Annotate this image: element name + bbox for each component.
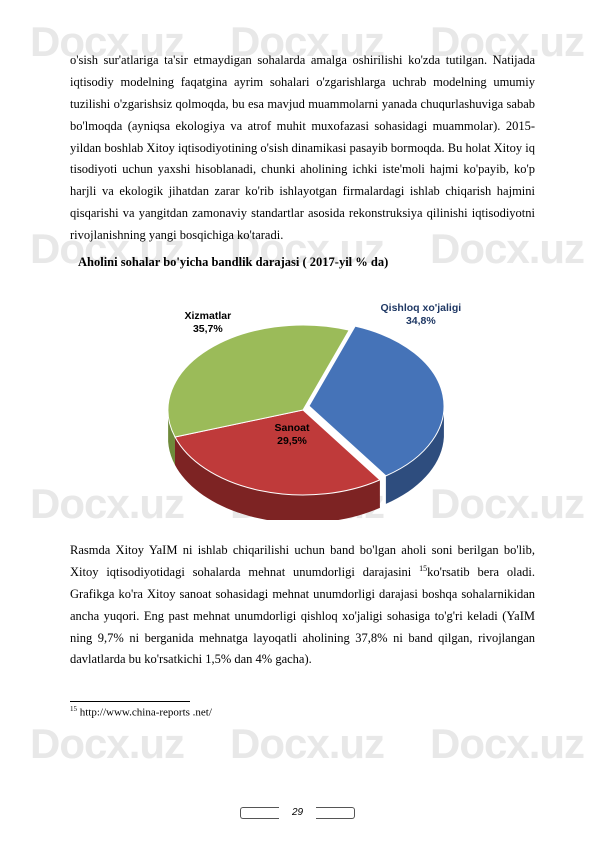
page-number: 29 (278, 807, 317, 818)
paragraph-1: o'sish sur'atlariga ta'sir etmaydigan so… (70, 50, 535, 247)
footnote-text: http://www.china-reports .net/ (77, 707, 212, 719)
chart-heading: Aholini sohalar bo'yicha bandlik darajas… (78, 255, 535, 270)
page-number-wrap: 29 (0, 802, 595, 820)
pie-label: Xizmatlar35,7% (185, 310, 232, 336)
pie-label: Sanoat29,5% (275, 422, 310, 448)
footnote-rule (70, 701, 190, 702)
footnote: 15 http://www.china-reports .net/ (70, 705, 535, 719)
paragraph-2: Rasmda Xitoy YaIM ni ishlab chiqarilishi… (70, 540, 535, 671)
footnote-ref: 15 (70, 705, 77, 713)
pie-chart: Qishloq xo'jaligi34,8% Sanoat29,5% Xizmatl… (103, 280, 503, 520)
pie-label: Qishloq xo'jaligi34,8% (381, 302, 462, 328)
